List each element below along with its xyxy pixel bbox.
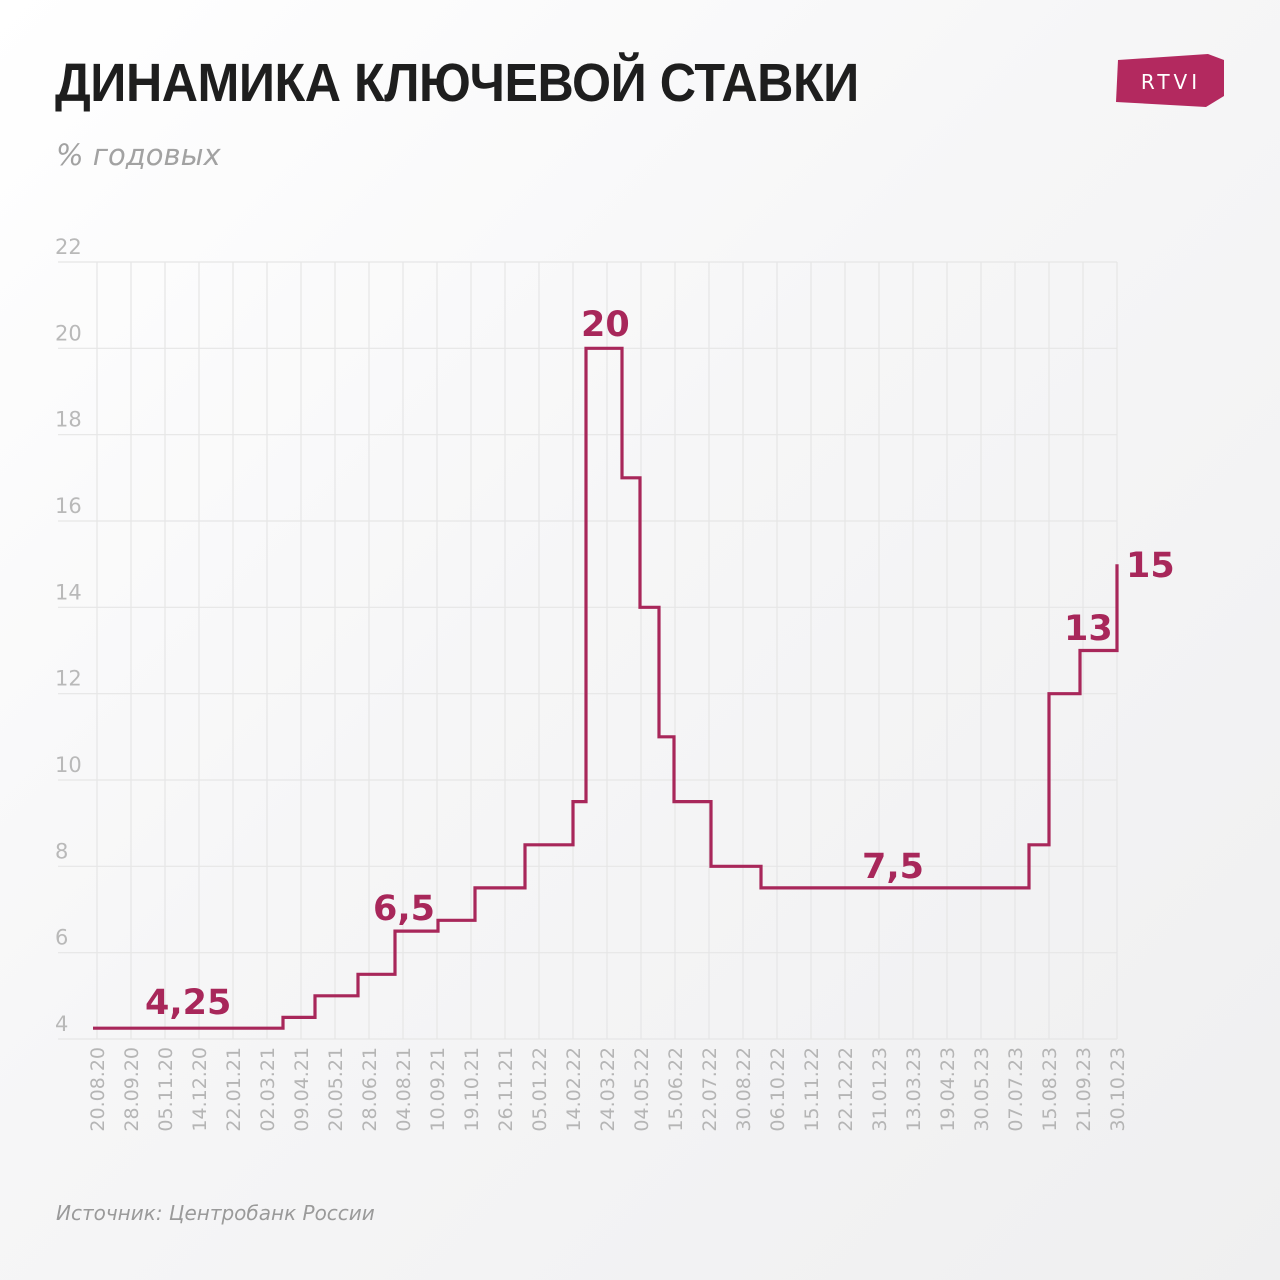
- x-tick-label: 06.10.22: [767, 1047, 789, 1132]
- data-label: 20: [581, 305, 630, 345]
- x-tick-label: 02.03.21: [257, 1047, 279, 1132]
- x-tick-label: 31.01.23: [869, 1047, 891, 1132]
- x-tick-label: 04.08.21: [393, 1047, 415, 1132]
- chart-grid: [58, 261, 1118, 1040]
- y-tick-label: 10: [55, 753, 82, 777]
- x-tick-label: 09.04.21: [291, 1047, 313, 1132]
- x-tick-label: 15.08.23: [1039, 1047, 1061, 1132]
- x-tick-label: 26.11.21: [495, 1047, 517, 1132]
- y-tick-label: 4: [55, 1012, 68, 1036]
- x-tick-label: 05.01.22: [529, 1047, 551, 1132]
- x-tick-label: 07.07.23: [1005, 1047, 1027, 1132]
- chart-subtitle: % годовых: [56, 138, 221, 172]
- x-tick-label: 20.08.20: [87, 1047, 109, 1132]
- y-tick-label: 8: [55, 839, 68, 863]
- y-axis: 4 6 8 10 12 14 16 18 20 22: [55, 235, 82, 1036]
- x-tick-label: 14.12.20: [189, 1047, 211, 1132]
- x-tick-label: 28.06.21: [359, 1047, 381, 1132]
- x-tick-label: 20.05.21: [325, 1047, 347, 1132]
- x-tick-label: 30.05.23: [971, 1047, 993, 1132]
- x-tick-label: 15.06.22: [665, 1047, 687, 1132]
- x-tick-label: 22.01.21: [223, 1047, 245, 1132]
- x-tick-label: 30.10.23: [1107, 1047, 1129, 1132]
- y-tick-label: 16: [55, 494, 82, 518]
- y-tick-label: 22: [55, 235, 82, 259]
- y-tick-label: 18: [55, 408, 82, 432]
- data-label: 7,5: [862, 847, 924, 887]
- chart-title: ДИНАМИКА КЛЮЧЕВОЙ СТАВКИ: [55, 53, 859, 113]
- y-tick-label: 12: [55, 667, 82, 691]
- data-label: 6,5: [373, 889, 435, 929]
- x-tick-label: 14.02.22: [563, 1047, 585, 1132]
- x-tick-label: 30.08.22: [733, 1047, 755, 1132]
- logo-text: RTVI: [1141, 70, 1201, 94]
- data-labels: 4,25 6,5 20 7,5 13 15: [145, 305, 1175, 1023]
- key-rate-line: [93, 346, 1119, 1030]
- data-label: 4,25: [145, 983, 231, 1023]
- x-tick-label: 13.03.23: [903, 1047, 925, 1132]
- data-label: 13: [1064, 609, 1113, 649]
- x-axis: 20.08.20 28.09.20 05.11.20 14.12.20 22.01.21…: [87, 1047, 1129, 1132]
- data-label: 15: [1126, 546, 1175, 586]
- x-tick-label: 21.09.23: [1073, 1047, 1095, 1132]
- y-tick-label: 20: [55, 321, 82, 345]
- x-tick-label: 28.09.20: [121, 1047, 143, 1132]
- x-tick-label: 22.12.22: [835, 1047, 857, 1132]
- x-tick-label: 19.10.21: [461, 1047, 483, 1132]
- y-tick-label: 6: [55, 926, 68, 950]
- x-tick-label: 15.11.22: [801, 1047, 823, 1132]
- x-tick-label: 04.05.22: [631, 1047, 653, 1132]
- source-note: Источник: Центробанк России: [56, 1201, 375, 1225]
- x-tick-label: 22.07.22: [699, 1047, 721, 1132]
- logo-shape-icon: RTVI: [1116, 54, 1224, 107]
- x-tick-label: 10.09.21: [427, 1047, 449, 1132]
- rtvi-logo: RTVI: [1116, 54, 1226, 107]
- x-tick-label: 19.04.23: [937, 1047, 959, 1132]
- x-tick-label: 05.11.20: [155, 1047, 177, 1132]
- y-tick-label: 14: [55, 580, 82, 604]
- x-tick-label: 24.03.22: [597, 1047, 619, 1132]
